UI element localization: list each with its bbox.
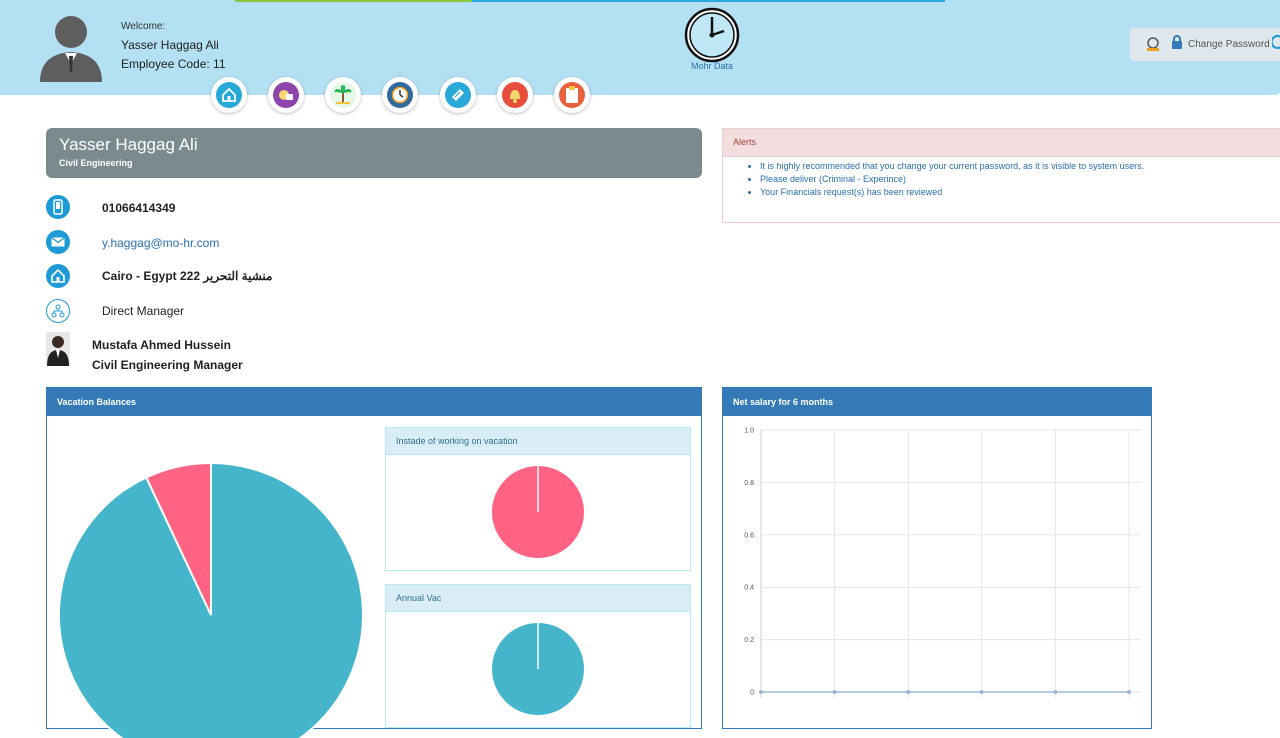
net-salary-point [1127,690,1131,694]
change-password-label: Change Password [1188,39,1270,50]
y-tick-label: 0 [750,690,754,697]
instead-vacation-header: Instade of working on vacation [386,428,690,455]
annual-vacation-title: Annual Vac [396,593,442,603]
annual-vacation-subpanel: Annual Vac [385,584,691,728]
net-salary-point [759,690,763,694]
instead-vacation-subpanel: Instade of working on vacation [385,427,691,571]
header-user-name: Yasser Haggag Ali [121,38,219,52]
y-tick-label: 1.0 [744,428,754,435]
profile-department: Civil Engineering [59,158,133,168]
manager-title: Civil Engineering Manager [92,358,243,372]
vacation-total-pie-slice [58,461,364,738]
net-salary-panel: Net salary for 6 months 1.0 0.8 0.6 0.4 0.2 0 [722,387,1152,729]
logout-icon[interactable] [1272,34,1280,50]
manager-name: Mustafa Ahmed Hussein [92,338,231,352]
vacation-icon [334,85,352,104]
attendance-clock-icon [391,86,409,104]
vacation-total-pie-slice [144,461,212,616]
alerts-panel: Alerts It is highly recommended that you… [722,128,1280,223]
mohr-clock-logo-icon[interactable] [684,7,740,63]
net-salary-point [906,690,911,694]
attendance-nav-button[interactable] [382,77,418,113]
profile-panel: Yasser Haggag Ali Civil Engineering [46,128,702,178]
profile-email-link[interactable]: y.haggag@mo-hr.com [102,236,220,250]
home-nav-button[interactable] [211,77,247,113]
net-salary-point [979,690,984,694]
vacation-nav-button[interactable] [325,77,361,113]
address-home-icon [46,264,70,288]
mohr-small-logo-icon [1147,37,1159,51]
org-chart-icon [46,299,70,323]
net-salary-point [832,690,837,694]
annual-vacation-pie-chart [492,623,584,715]
alerts-title: Alerts [733,137,757,147]
user-avatar-icon[interactable] [38,12,104,82]
lock-icon [1172,35,1182,49]
payroll-nav-button[interactable] [268,77,304,113]
alerts-header: Alerts [723,129,1280,157]
direct-manager-label: Direct Manager [102,304,185,318]
profile-address: Cairo - Egypt 222 منشية التحرير [102,269,273,283]
tasks-nav-button[interactable] [554,77,590,113]
net-salary-panel-header: Net salary for 6 months [723,388,1151,416]
requests-nav-button[interactable] [440,77,476,113]
alert-item[interactable]: Your Financials request(s) has been revi… [760,186,1144,199]
profile-name: Yasser Haggag Ali [59,135,198,154]
notifications-nav-button[interactable] [497,77,533,113]
payroll-icon [279,90,293,100]
bell-icon [510,90,520,103]
vacation-balances-panel: Vacation Balances Instade of working on … [46,387,702,738]
net-salary-point [1053,690,1058,694]
manager-photo [46,332,70,366]
change-password-button[interactable] [1130,28,1280,61]
alert-item[interactable]: Please deliver (Criminal - Experince) [760,173,1144,186]
alerts-list: It is highly recommended that you change… [738,160,1144,199]
net-salary-line-chart: 1.0 0.8 0.6 0.4 0.2 0 [744,428,1141,698]
y-tick-label: 0.2 [744,637,754,644]
instead-vacation-pie-chart [492,466,584,558]
home-icon [222,87,236,102]
net-salary-title: Net salary for 6 months [733,397,834,407]
welcome-label: Welcome: [121,21,166,32]
header-accent-line [235,0,945,2]
profile-phone: 01066414349 [102,201,176,215]
instead-vacation-title: Instade of working on vacation [396,436,518,446]
clipboard-icon [566,86,578,103]
employee-code: Employee Code: 11 [121,57,226,71]
vacation-panel-title: Vacation Balances [57,397,137,407]
vacation-panel-header: Vacation Balances [47,388,701,416]
logo-label: Mohr Data [690,61,734,71]
phone-icon [46,195,70,219]
alert-item[interactable]: It is highly recommended that you change… [760,160,1144,173]
y-tick-label: 0.6 [744,532,754,539]
email-icon [46,230,70,254]
requests-icon [452,89,464,101]
top-header [0,0,1280,95]
y-tick-label: 0.8 [744,480,754,487]
vacation-total-pie-chart [58,461,364,738]
y-tick-label: 0.4 [744,585,754,592]
annual-vacation-header: Annual Vac [386,585,690,612]
